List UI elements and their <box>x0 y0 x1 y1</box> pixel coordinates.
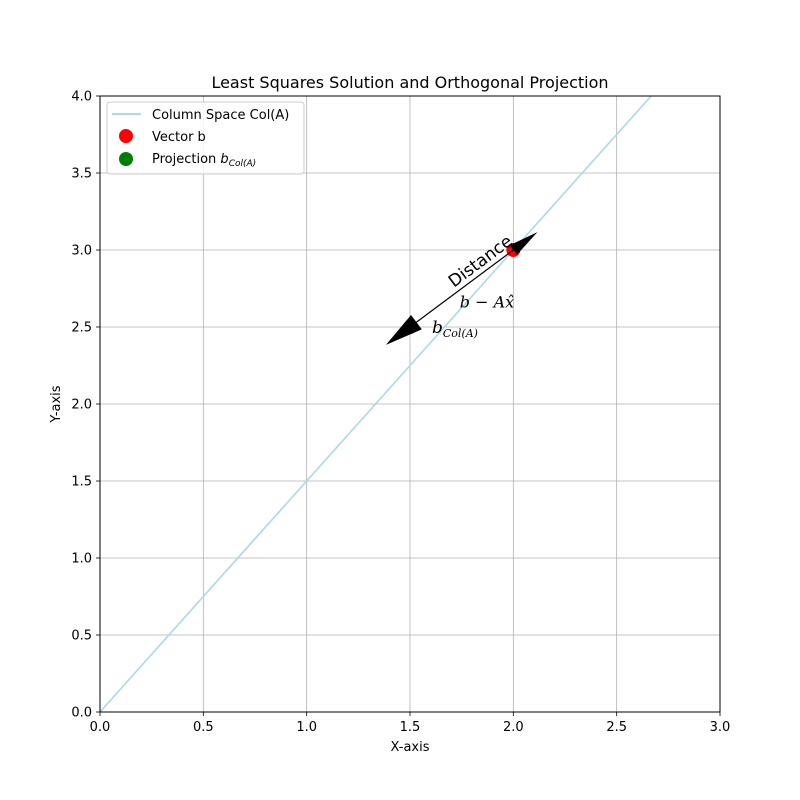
legend-box <box>106 101 305 175</box>
x-tick-label: 2.5 <box>606 720 627 735</box>
legend: Column Space Col(A) Vector b Projection … <box>106 101 305 175</box>
projection-annotation-symbol: b <box>432 318 443 338</box>
y-tick-label: 3.0 <box>71 244 92 259</box>
legend-projection-symbol: b <box>220 152 228 167</box>
residual-arrow-head <box>385 315 422 345</box>
chart-title: Least Squares Solution and Orthogonal Pr… <box>211 73 608 92</box>
legend-marker-projection <box>119 152 133 166</box>
axes-ticks: 0.0 0.5 1.0 1.5 2.0 2.5 3.0 0.0 0.5 1.0 1.5 2.0 2.5 3… <box>71 90 730 736</box>
x-tick-label: 2.0 <box>503 720 524 735</box>
x-tick-label: 0.5 <box>193 720 214 735</box>
y-tick-label: 0.5 <box>71 629 92 644</box>
y-tick-label: 1.5 <box>71 475 92 490</box>
y-tick-label: 2.0 <box>71 398 92 413</box>
y-axis-label: Y-axis <box>49 385 64 423</box>
legend-projection-prefix: Projection <box>152 152 220 167</box>
legend-label-vector-b: Vector b <box>152 130 206 145</box>
y-tick-label: 3.5 <box>71 167 92 182</box>
y-tick-label: 4.0 <box>71 90 92 105</box>
legend-projection-subscript: Col(A) <box>229 159 256 169</box>
legend-marker-vector-b <box>119 129 133 143</box>
projection-annotation-subscript: Col(A) <box>443 327 478 340</box>
x-tick-label: 1.5 <box>400 720 421 735</box>
residual-annotation: b − Ax̂ <box>460 292 514 311</box>
y-tick-label: 1.0 <box>71 552 92 567</box>
column-space-line <box>100 96 653 712</box>
y-tick-label: 2.5 <box>71 321 92 336</box>
x-tick-label: 0.0 <box>90 720 111 735</box>
y-tick-label: 0.0 <box>71 706 92 721</box>
residual-arrow-shaft <box>409 249 514 328</box>
x-axis-label: X-axis <box>391 740 430 755</box>
legend-label-column-space: Column Space Col(A) <box>152 108 289 123</box>
projection-annotation: bCol(A) <box>432 318 478 340</box>
legend-label-projection: Projection bCol(A) <box>152 152 256 169</box>
x-tick-label: 3.0 <box>710 720 731 735</box>
residual-arrow-tail-head <box>509 232 538 255</box>
x-tick-label: 1.0 <box>296 720 317 735</box>
